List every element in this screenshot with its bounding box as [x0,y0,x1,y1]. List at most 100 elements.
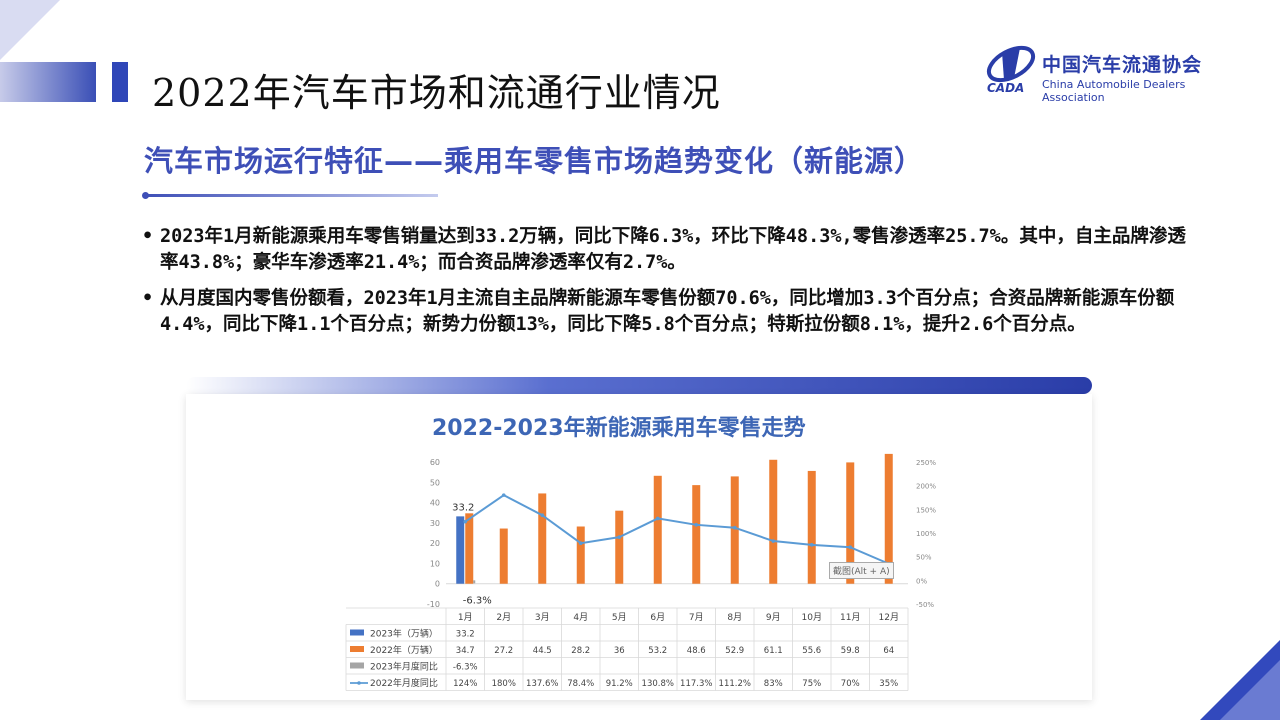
y-left-tick-label: 60 [430,458,440,467]
x-tick-label: 3月 [535,612,550,623]
x-tick-label: 7月 [689,612,704,623]
y-left-tick-label: 30 [430,519,440,528]
bar-2022 [615,510,624,584]
x-tick-label: 5月 [612,612,627,623]
table-cell: 111.2% [719,679,751,689]
subtitle-underline-dot [142,192,149,199]
legend-label: 2023年月度同比 [370,661,438,673]
table-cell: -6.3% [453,663,478,673]
title-accent-bar [0,62,96,102]
x-tick-label: 9月 [766,612,781,623]
table-cell: 28.2 [571,646,590,656]
line-2022-yoy-point [463,519,468,524]
legend-key [350,646,364,652]
legend-key [350,662,364,669]
table-cell: 75% [802,679,821,689]
bullet-item: 从月度国内零售份额看，2023年1月主流自主品牌新能源车零售份额70.6%，同比… [140,286,1200,338]
table-cell: 137.6% [526,679,558,689]
table-cell: 70% [841,679,860,689]
line-2022-yoy-point [578,541,583,546]
y-right-tick-label: 250% [916,459,936,467]
x-tick-label: 1月 [458,612,473,623]
table-cell: 117.3% [680,679,712,689]
chart-card [186,394,1092,700]
table-cell: 124% [453,679,477,689]
table-cell: 33.2 [456,630,475,640]
bar-2022 [692,485,701,584]
line-2022-yoy-point [771,539,776,543]
bar-2023-yoy [473,580,476,584]
table-cell: 55.6 [802,646,821,656]
bar-2022 [769,459,778,584]
bar-2022 [576,526,585,584]
line-2022-yoy-point [655,516,660,521]
table-cell: 61.1 [764,646,783,656]
bar-2022 [499,528,508,584]
x-tick-label: 4月 [573,612,588,623]
bar-2022 [807,470,816,584]
legend-label: 2022年（万辆） [370,644,438,656]
nev-retail-chart: -10 0 10 20 30 40 50 60 -50% 0% 50% 100% 150% 200% 250… [345,453,936,691]
corner-decoration-top-left [0,0,60,60]
y-left-tick-label: 10 [430,559,440,568]
logo-chinese-name: 中国汽车流通协会 [1042,54,1203,76]
cada-logo-icon: CADA [986,45,1036,94]
y-left-tick-label: 0 [435,580,440,589]
table-cell: 180% [492,679,516,689]
legend-label: 2022年月度同比 [370,677,438,689]
chart-title: 2022-2023年新能源乘用车零售走势 [432,416,806,441]
line-2022-yoy-point [501,493,506,497]
logo-english-name: China Automobile Dealers Association [1042,78,1186,104]
y-right-tick-label: 0% [916,577,927,585]
table-cell: 52.9 [725,646,744,656]
title-accent-block [112,62,128,102]
y-right-tick-label: -50% [916,601,934,609]
line-2022-yoy-point [694,523,699,527]
table-cell: 83% [764,679,783,689]
legend-label: 2023年（万辆） [370,628,438,640]
line-2022-yoy-point [540,513,545,518]
section-subtitle: 汽车市场运行特征——乘用车零售市场趋势变化（新能源） [144,144,925,178]
line-2022-yoy-point [732,525,737,530]
y-right-tick-label: 150% [916,506,936,514]
y-right-tick-label: 50% [916,554,932,562]
bar-2022 [730,476,739,584]
bullet-list: 2023年1月新能源乘用车零售销量达到33.2万辆，同比下降6.3%，环比下降4… [140,224,1200,348]
logo: CADA 中国汽车流通协会 China Automobile Dealers A… [984,40,1234,104]
screenshot-tooltip: 截图(Alt + A) [829,562,894,579]
y-left-tick-label: 50 [430,478,440,487]
x-tick-label: 12月 [879,612,899,623]
x-tick-label: 6月 [650,612,665,623]
table-cell: 48.6 [687,646,706,656]
x-tick-label: 8月 [727,612,742,623]
bar-2022 [884,453,893,584]
bar-2022 [846,462,855,584]
bullet-item: 2023年1月新能源乘用车零售销量达到33.2万辆，同比下降6.3%，环比下降4… [140,224,1200,276]
table-cell: 36 [614,646,625,656]
table-cell: 27.2 [494,646,513,656]
bar-2022 [465,513,474,584]
table-cell: 35% [879,679,898,689]
data-label-2023-jan: 33.2 [452,502,474,513]
table-cell: 53.2 [648,646,667,656]
table-cell: 130.8% [642,679,674,689]
x-tick-label: 11月 [840,612,860,623]
data-label-2023-yoy-jan: -6.3% [463,596,492,607]
table-cell: 34.7 [456,646,475,656]
table-cell: 44.5 [533,646,552,656]
line-2022-yoy-point [617,535,622,539]
y-left-tick-label: 40 [430,499,440,508]
bar-2023 [456,516,465,584]
y-right-tick-label: 200% [916,483,936,491]
svg-text:CADA: CADA [987,81,1024,94]
y-left-tick-label: -10 [427,600,440,609]
bar-2022 [538,493,547,584]
line-2022-yoy [464,493,890,565]
table-cell: 78.4% [567,679,594,689]
table-cell: 91.2% [606,679,633,689]
y-left-tick-label: 20 [430,539,440,548]
bar-2022 [653,475,662,584]
line-2022-yoy-point [848,545,853,549]
y-right-tick-label: 100% [916,530,936,538]
corner-decoration-bottom-right-inner [1220,660,1280,720]
